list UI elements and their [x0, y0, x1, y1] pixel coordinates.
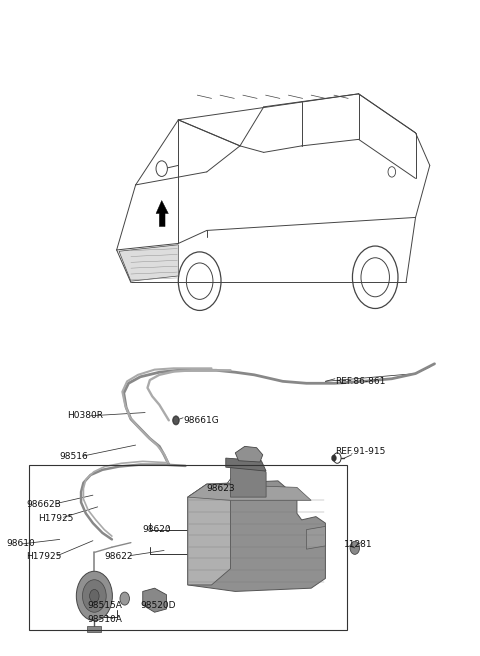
- Circle shape: [173, 417, 179, 424]
- Polygon shape: [188, 484, 230, 585]
- Circle shape: [156, 161, 168, 176]
- Text: H17925: H17925: [38, 514, 74, 523]
- Polygon shape: [230, 461, 266, 497]
- Text: H17925: H17925: [26, 552, 62, 562]
- Polygon shape: [188, 484, 311, 501]
- Bar: [29, 464, 347, 630]
- Circle shape: [350, 541, 360, 554]
- Text: REF.91-915: REF.91-915: [335, 447, 385, 456]
- Circle shape: [334, 453, 341, 463]
- Text: 98662B: 98662B: [26, 501, 61, 510]
- Text: 98620: 98620: [143, 525, 171, 534]
- Circle shape: [90, 590, 99, 602]
- Text: 98623: 98623: [207, 484, 235, 493]
- Circle shape: [76, 571, 112, 621]
- Text: H0380R: H0380R: [67, 411, 103, 420]
- Text: 98610: 98610: [7, 539, 36, 548]
- Polygon shape: [188, 481, 325, 592]
- Text: 98516: 98516: [60, 452, 88, 461]
- Polygon shape: [143, 588, 167, 612]
- Polygon shape: [306, 526, 325, 549]
- Polygon shape: [226, 458, 266, 471]
- Text: 98520D: 98520D: [140, 601, 176, 609]
- Text: 98622: 98622: [105, 552, 133, 562]
- Polygon shape: [119, 245, 179, 281]
- Bar: [87, 626, 101, 632]
- Text: 98515A: 98515A: [87, 601, 122, 609]
- Text: 11281: 11281: [344, 540, 373, 549]
- Polygon shape: [235, 446, 263, 462]
- Circle shape: [332, 455, 336, 461]
- Circle shape: [120, 592, 130, 605]
- Circle shape: [388, 167, 396, 177]
- Polygon shape: [156, 201, 168, 226]
- Text: 98510A: 98510A: [87, 615, 122, 624]
- Text: 98661G: 98661G: [183, 416, 219, 425]
- Circle shape: [173, 416, 179, 425]
- Circle shape: [83, 580, 106, 612]
- Text: REF.86-861: REF.86-861: [335, 377, 385, 386]
